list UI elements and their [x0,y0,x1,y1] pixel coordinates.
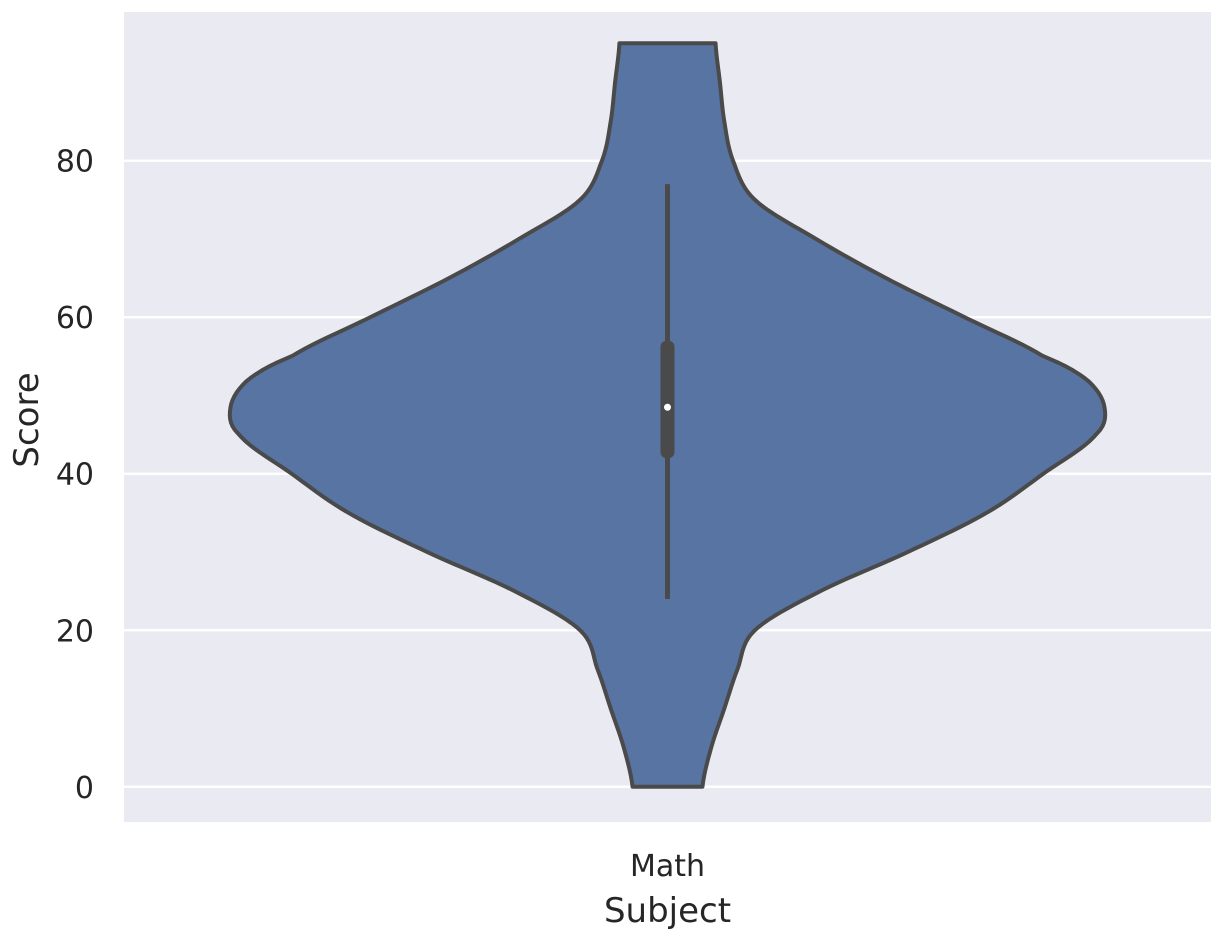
y-tick-label-40: 40 [56,458,94,493]
y-tick-label-0: 0 [75,771,94,806]
y-tick-label-20: 20 [56,614,94,649]
x-axis-label: Subject [604,891,731,931]
violins [227,41,1108,789]
y-tick-label-60: 60 [56,301,94,336]
median-point-math [664,403,671,411]
iqr-box-math [660,340,675,459]
y-axis-label: Score [7,372,47,467]
y-axis-ticks: 0 20 40 60 80 [56,145,94,806]
y-tick-label-80: 80 [56,145,94,180]
x-axis-ticks: Math [630,849,705,884]
x-tick-label-math: Math [630,849,705,884]
